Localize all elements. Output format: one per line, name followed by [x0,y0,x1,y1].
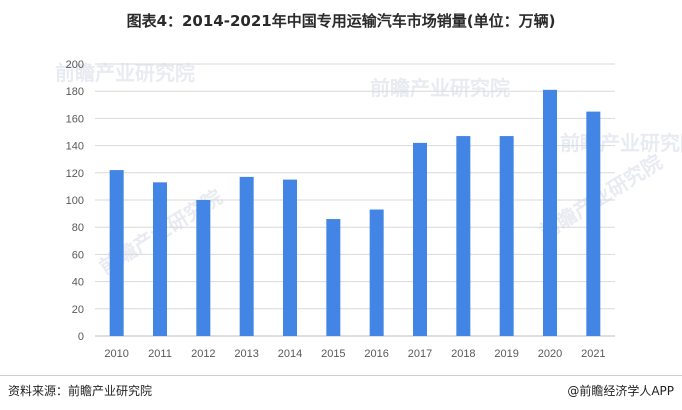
bar-2018 [456,136,471,336]
bar-2019 [499,136,514,336]
x-tick-label: 2017 [408,348,432,360]
x-tick-labels: 2010 2011 2012 2013 2014 2015 2016 2017 2018 2019… [104,348,605,360]
y-tick-label: 160 [66,113,84,125]
x-tick-label: 2010 [104,348,128,360]
bar-2013 [239,176,254,336]
x-tick-label: 2018 [451,348,475,360]
x-tick-label: 2021 [581,348,605,360]
x-tick-label: 2014 [278,348,302,360]
chart-title: 图表4：2014-2021年中国专用运输汽车市场销量(单位：万辆) [126,12,556,30]
bar-2021 [586,111,601,336]
bar-2014 [283,179,297,336]
source-note: 资料来源：前瞻产业研究院 [8,384,153,398]
x-tick-label: 2015 [321,348,345,360]
watermark-text: 前瞻产业研究院 [370,76,510,100]
x-tick-label: 2019 [494,348,518,360]
y-tick-label: 180 [66,86,84,98]
bar-2015 [326,219,341,336]
x-tick-label: 2020 [538,348,562,360]
x-tick-label: 2011 [148,348,172,360]
bar-2012 [196,200,211,336]
y-tick-label: 100 [66,195,84,207]
y-tick-label: 120 [66,168,84,180]
x-tick-label: 2013 [234,348,258,360]
y-tick-label: 0 [78,331,84,343]
x-tick-label: 2012 [191,348,215,360]
y-tick-label: 80 [72,222,84,234]
bar-2020 [543,89,557,336]
bars [109,89,601,336]
bar-2017 [413,142,427,336]
brand-credit: @前瞻经济学人APP [567,384,674,398]
y-tick-label: 40 [72,277,84,289]
watermark-text: 前瞻产业研究院 [55,61,195,85]
y-tick-label: 60 [72,249,84,261]
y-tick-label: 140 [66,141,84,153]
bar-2016 [369,209,384,336]
watermark-text: 前瞻产业研究院 [560,131,682,155]
y-tick-labels: 0 20 40 60 80 100 120 140 160 180 200 [66,59,84,343]
x-tick-label: 2016 [364,348,388,360]
bar-chart: 前瞻产业研究院前瞻产业研究院前瞻产业研究院前瞻产业研究院前瞻产业研究院 0204… [55,59,682,360]
footer-divider [0,375,682,376]
bar-2010 [109,170,124,336]
bar-2011 [153,182,167,336]
y-tick-label: 200 [66,59,84,71]
y-tick-label: 20 [72,304,84,316]
gridlines [95,63,615,337]
